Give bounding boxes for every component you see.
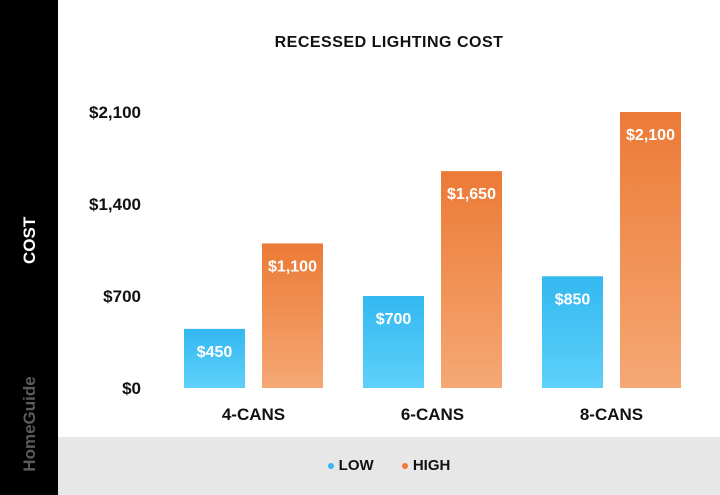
bar-value-label: $450 (197, 344, 233, 361)
y-tick-label: $2,100 (89, 103, 141, 122)
bar-value-label: $1,650 (447, 186, 496, 203)
bar-low-8-cans (542, 276, 603, 388)
legend-dot-low (327, 463, 334, 470)
legend-item-high: HIGH (401, 457, 451, 474)
legend-band: LOW HIGH (58, 437, 720, 495)
chart-title: RECESSED LIGHTING COST (274, 34, 504, 51)
bar-value-label: $850 (555, 291, 591, 308)
side-band (0, 0, 58, 495)
x-category-label: 8-CANS (580, 405, 643, 424)
bar-high-4-cans (262, 243, 323, 388)
legend: LOW HIGH (58, 457, 720, 474)
bar-low-6-cans (363, 296, 424, 388)
bar-chart: $0 $700 $1,400 $2,100 $450 $1,100 $700 $1,650 $… (89, 103, 681, 424)
legend-label-low: LOW (338, 457, 374, 474)
bar-low-4-cans (184, 328, 245, 388)
y-tick-label: $700 (103, 287, 141, 306)
bar-high-8-cans (620, 112, 681, 388)
legend-item-low: LOW (327, 457, 374, 474)
bar-value-label: $1,100 (268, 258, 317, 275)
x-category-label: 4-CANS (222, 405, 285, 424)
y-tick-label: $0 (122, 379, 141, 398)
bar-value-label: $2,100 (626, 127, 675, 144)
bar-high-6-cans (441, 171, 502, 388)
legend-label-high: HIGH (412, 457, 451, 474)
legend-dot-high (401, 463, 408, 470)
y-tick-label: $1,400 (89, 195, 141, 214)
bar-value-label: $700 (376, 311, 412, 328)
x-category-label: 6-CANS (401, 405, 464, 424)
